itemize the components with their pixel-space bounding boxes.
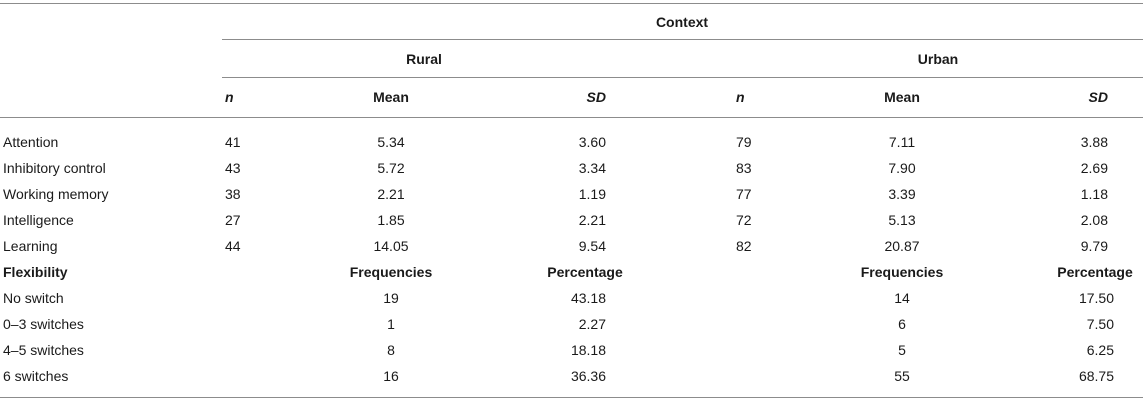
urban-percentage-header: Percentage xyxy=(1057,264,1133,280)
col-urban-sd: SD xyxy=(1088,89,1108,105)
rural-percentage-header: Percentage xyxy=(547,264,623,280)
urban-frequencies-header: Frequencies xyxy=(860,264,944,280)
urban-percentage: 6.25 xyxy=(1086,342,1114,358)
rural-n: 38 xyxy=(225,186,241,202)
urban-mean: 7.90 xyxy=(888,160,916,176)
rural-mean: 14.05 xyxy=(373,238,409,254)
urban-n: 79 xyxy=(736,134,752,150)
urban-mean: 5.13 xyxy=(888,212,916,228)
urban-n: 83 xyxy=(736,160,752,176)
col-urban-mean: Mean xyxy=(884,89,920,105)
rural-frequency: 16 xyxy=(383,368,399,384)
rural-percentage: 18.18 xyxy=(570,342,606,358)
row-label: Attention xyxy=(3,134,59,150)
urban-percentage: 68.75 xyxy=(1078,368,1114,384)
rural-n: 41 xyxy=(225,134,241,150)
urban-n: 72 xyxy=(736,212,752,228)
urban-sd: 2.08 xyxy=(1080,212,1108,228)
rural-sd: 3.34 xyxy=(578,160,606,176)
row-label: Working memory xyxy=(3,186,109,202)
urban-mean: 20.87 xyxy=(884,238,920,254)
urban-n: 82 xyxy=(736,238,752,254)
urban-percentage: 17.50 xyxy=(1078,290,1114,306)
rural-n: 43 xyxy=(225,160,241,176)
rural-sd: 2.21 xyxy=(578,212,606,228)
row-label: 0–3 switches xyxy=(3,316,84,332)
col-urban-n: n xyxy=(736,89,745,105)
context-header: Context xyxy=(655,14,709,30)
context-underline xyxy=(222,39,1143,40)
table-top-rule xyxy=(0,3,1143,4)
urban-sd: 3.88 xyxy=(1080,134,1108,150)
col-rural-sd: SD xyxy=(586,89,606,105)
rural-frequency: 1 xyxy=(387,316,395,332)
urban-sd: 1.18 xyxy=(1080,186,1108,202)
rural-sd: 3.60 xyxy=(578,134,606,150)
row-label: No switch xyxy=(3,290,64,306)
col-rural-n: n xyxy=(225,89,234,105)
urban-frequency: 14 xyxy=(894,290,910,306)
row-label: Learning xyxy=(3,238,58,254)
urban-n: 77 xyxy=(736,186,752,202)
urban-sd: 9.79 xyxy=(1080,238,1108,254)
group-underline xyxy=(222,77,1143,78)
urban-frequency: 55 xyxy=(894,368,910,384)
header-bottom-rule xyxy=(0,117,1143,118)
rural-frequency: 19 xyxy=(383,290,399,306)
urban-frequency: 6 xyxy=(898,316,906,332)
row-label: 4–5 switches xyxy=(3,342,84,358)
rural-sd: 9.54 xyxy=(578,238,606,254)
urban-frequency: 5 xyxy=(898,342,906,358)
urban-header: Urban xyxy=(917,51,959,67)
col-rural-mean: Mean xyxy=(373,89,409,105)
rural-mean: 5.72 xyxy=(377,160,405,176)
rural-n: 27 xyxy=(225,212,241,228)
rural-frequencies-header: Frequencies xyxy=(349,264,433,280)
rural-n: 44 xyxy=(225,238,241,254)
rural-percentage: 36.36 xyxy=(570,368,606,384)
rural-mean: 1.85 xyxy=(377,212,405,228)
rural-header: Rural xyxy=(406,51,442,67)
rural-mean: 2.21 xyxy=(377,186,405,202)
rural-percentage: 2.27 xyxy=(578,316,606,332)
urban-sd: 2.69 xyxy=(1080,160,1108,176)
rural-percentage: 43.18 xyxy=(570,290,606,306)
row-label: Inhibitory control xyxy=(3,160,106,176)
row-label: 6 switches xyxy=(3,368,69,384)
rural-frequency: 8 xyxy=(387,342,395,358)
urban-percentage: 7.50 xyxy=(1086,316,1114,332)
urban-mean: 7.11 xyxy=(888,134,916,150)
rural-sd: 1.19 xyxy=(578,186,606,202)
urban-mean: 3.39 xyxy=(888,186,916,202)
rural-mean: 5.34 xyxy=(377,134,405,150)
flexibility-label: Flexibility xyxy=(3,264,68,280)
row-label: Intelligence xyxy=(3,212,74,228)
table-bottom-rule xyxy=(0,397,1143,398)
